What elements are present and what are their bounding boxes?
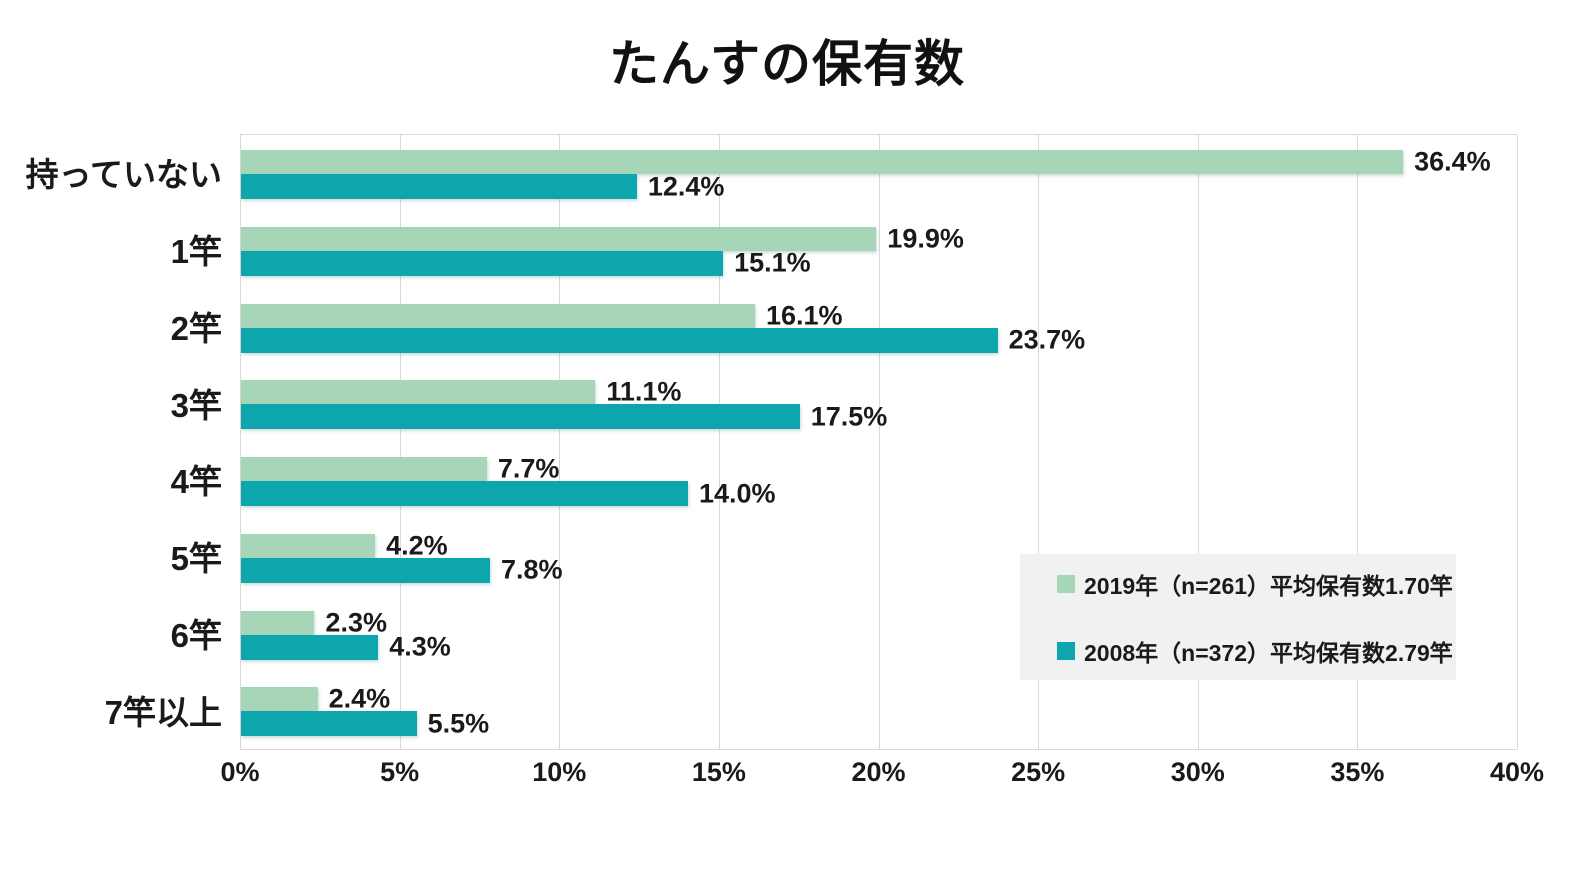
bar-2008: 14.0% bbox=[241, 478, 776, 508]
gridline bbox=[1357, 135, 1359, 749]
bar-2019: 11.1% bbox=[241, 377, 681, 407]
bar-2008: 12.4% bbox=[241, 171, 724, 201]
x-tick-label: 40% bbox=[1489, 757, 1545, 787]
x-tick-label: 25% bbox=[1011, 757, 1066, 787]
bar-2019: 19.9% bbox=[241, 223, 964, 253]
value-label: 23.7% bbox=[1008, 324, 1086, 355]
legend-item-2019: 2019年（n=261）平均保有数1.70竿 bbox=[1057, 567, 1456, 601]
value-label: 4.2% bbox=[386, 530, 448, 561]
value-label: 17.5% bbox=[810, 401, 888, 432]
bar-rows: 36.4% 12.4% 19.9% 15.1% 16.1% 23.7% 11.1% 17.5%… bbox=[240, 135, 1517, 749]
category-labels: 持っていない 1竿 2竿 3竿 4竿 5竿 6竿 7竿以上 bbox=[0, 134, 230, 748]
value-label: 12.4% bbox=[647, 171, 725, 201]
bar-row: 2.3% 4.3% bbox=[240, 596, 1517, 673]
category-label: 1竿 bbox=[170, 233, 222, 271]
legend-swatch-2019 bbox=[1057, 574, 1075, 593]
gridline bbox=[718, 135, 720, 749]
bar-2019: 2.3% bbox=[241, 607, 387, 637]
gridline bbox=[240, 135, 241, 749]
gridline bbox=[1197, 135, 1199, 749]
x-tick-label: 35% bbox=[1330, 757, 1385, 787]
value-label: 11.1% bbox=[606, 376, 682, 407]
gridline bbox=[559, 135, 561, 749]
value-label: 7.8% bbox=[501, 554, 563, 585]
bar-2008: 7.8% bbox=[241, 555, 563, 585]
category-label: 2竿 bbox=[170, 309, 222, 347]
x-tick-label: 20% bbox=[851, 757, 906, 787]
gridline bbox=[399, 135, 401, 749]
x-tick-label: 5% bbox=[380, 757, 420, 787]
bar-row: 11.1% 17.5% bbox=[240, 365, 1517, 442]
value-label: 7.7% bbox=[497, 453, 560, 484]
category-label: 5竿 bbox=[170, 540, 222, 578]
bar-row: 19.9% 15.1% bbox=[240, 212, 1517, 289]
bar-row: 2.4% 5.5% bbox=[240, 672, 1517, 749]
legend-swatch-2008 bbox=[1057, 641, 1075, 660]
bar-2019: 36.4% bbox=[241, 147, 1491, 177]
bar-2008: 17.5% bbox=[241, 401, 887, 431]
bar-2019: 7.7% bbox=[241, 454, 559, 484]
bar-2008: 4.3% bbox=[241, 632, 451, 662]
category-label: 7竿以上 bbox=[104, 693, 222, 731]
value-label: 4.3% bbox=[389, 631, 451, 662]
bar-2008: 15.1% bbox=[241, 248, 811, 278]
category-label: 3竿 bbox=[170, 386, 222, 424]
category-label: 6竿 bbox=[170, 616, 222, 654]
legend-item-2008: 2008年（n=372）平均保有数2.79竿 bbox=[1057, 634, 1456, 668]
x-tick-label: 0% bbox=[220, 757, 260, 787]
value-label: 15.1% bbox=[734, 247, 811, 278]
bar-2008: 23.7% bbox=[241, 325, 1085, 355]
legend-label-2008: 2008年（n=372）平均保有数2.79竿 bbox=[1084, 639, 1453, 666]
value-label: 19.9% bbox=[887, 223, 964, 254]
chart-title: たんすの保有数 bbox=[609, 36, 965, 92]
legend: 2019年（n=261）平均保有数1.70竿 2008年（n=372）平均保有数… bbox=[1020, 554, 1456, 680]
category-label: 4竿 bbox=[170, 463, 222, 501]
bar-row: 36.4% 12.4% bbox=[240, 135, 1517, 212]
bar-row: 7.7% 14.0% bbox=[240, 442, 1517, 519]
bar-2008: 5.5% bbox=[241, 708, 489, 738]
bar-row: 16.1% 23.7% bbox=[240, 289, 1517, 366]
value-label: 2.4% bbox=[328, 683, 391, 714]
gridline bbox=[1517, 135, 1518, 749]
bar-2019: 16.1% bbox=[241, 300, 843, 330]
x-tick-label: 30% bbox=[1170, 757, 1225, 787]
bar-2019: 4.2% bbox=[241, 530, 448, 560]
bar-row: 4.2% 7.8% bbox=[240, 519, 1517, 596]
value-label: 16.1% bbox=[765, 300, 843, 330]
value-label: 14.0% bbox=[698, 478, 776, 508]
plot-area: 36.4% 12.4% 19.9% 15.1% 16.1% 23.7% 11.1% 17.5%… bbox=[240, 134, 1518, 750]
bar-2019: 2.4% bbox=[241, 684, 390, 714]
gridline bbox=[1038, 135, 1040, 749]
value-label: 2.3% bbox=[325, 607, 387, 637]
legend-label-2019: 2019年（n=261）平均保有数1.70竿 bbox=[1084, 572, 1453, 599]
gridline bbox=[878, 135, 880, 749]
x-tick-label: 10% bbox=[532, 757, 587, 787]
value-label: 5.5% bbox=[427, 708, 490, 739]
category-label: 持っていない bbox=[25, 156, 222, 194]
x-tick-label: 15% bbox=[691, 757, 746, 787]
value-label: 36.4% bbox=[1414, 146, 1491, 177]
